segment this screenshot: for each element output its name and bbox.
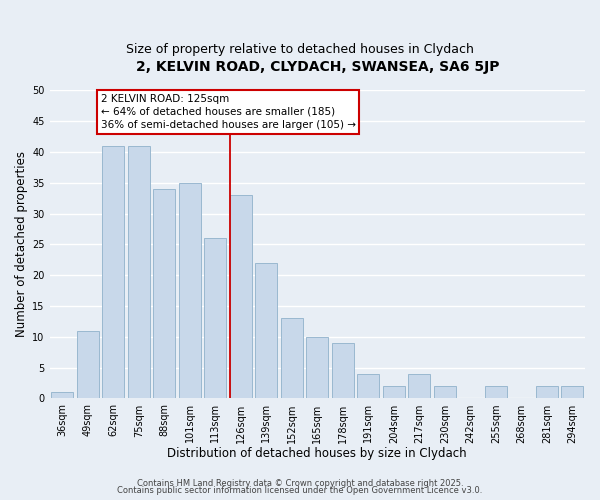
Bar	[256, 263, 277, 398]
Title: 2, KELVIN ROAD, CLYDACH, SWANSEA, SA6 5JP: 2, KELVIN ROAD, CLYDACH, SWANSEA, SA6 5J…	[136, 60, 499, 74]
Bar	[52, 392, 73, 398]
Bar	[332, 343, 353, 398]
Bar	[154, 189, 175, 398]
Bar	[205, 238, 226, 398]
Text: Size of property relative to detached houses in Clydach: Size of property relative to detached ho…	[126, 42, 474, 56]
Bar	[179, 183, 200, 398]
Bar	[536, 386, 557, 398]
Y-axis label: Number of detached properties: Number of detached properties	[15, 152, 28, 338]
Bar	[77, 330, 98, 398]
Bar	[562, 386, 583, 398]
Bar	[230, 195, 251, 398]
Bar	[307, 337, 328, 398]
X-axis label: Distribution of detached houses by size in Clydach: Distribution of detached houses by size …	[167, 447, 467, 460]
Bar	[128, 146, 149, 399]
Bar	[383, 386, 404, 398]
Text: Contains HM Land Registry data © Crown copyright and database right 2025.: Contains HM Land Registry data © Crown c…	[137, 478, 463, 488]
Text: 2 KELVIN ROAD: 125sqm
← 64% of detached houses are smaller (185)
36% of semi-det: 2 KELVIN ROAD: 125sqm ← 64% of detached …	[101, 94, 356, 130]
Text: Contains public sector information licensed under the Open Government Licence v3: Contains public sector information licen…	[118, 486, 482, 495]
Bar	[358, 374, 379, 398]
Bar	[281, 318, 302, 398]
Bar	[409, 374, 430, 398]
Bar	[103, 146, 124, 399]
Bar	[485, 386, 506, 398]
Bar	[434, 386, 455, 398]
